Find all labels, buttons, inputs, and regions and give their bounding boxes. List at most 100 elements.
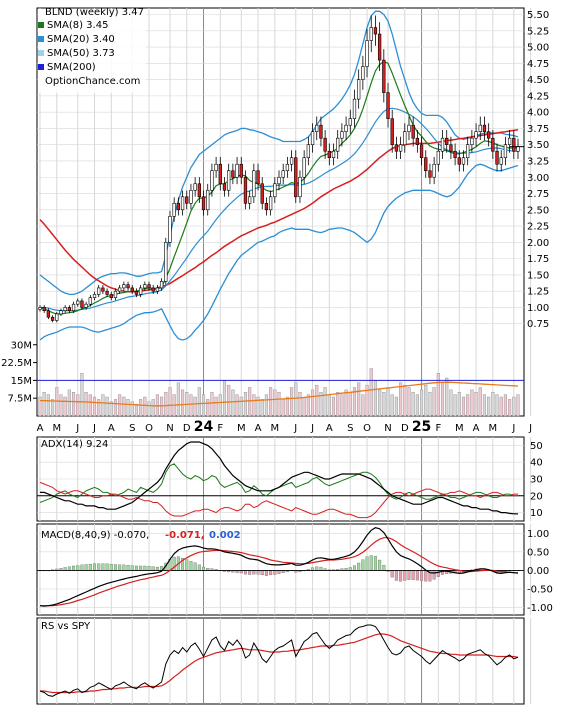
volume-bar — [365, 384, 369, 417]
volume-bar — [210, 392, 214, 417]
candle-body — [336, 137, 340, 152]
candle-body — [180, 196, 185, 211]
macd-histogram-bar — [248, 570, 252, 575]
macd-histogram-bar — [365, 556, 369, 571]
candle-body — [122, 284, 126, 289]
volume-bar — [67, 389, 71, 417]
macd-histogram-bar — [185, 559, 189, 571]
macd-histogram-bar — [97, 563, 101, 571]
x-tick-label: A — [108, 423, 115, 434]
volume-bar — [491, 392, 495, 417]
candle-body — [130, 287, 134, 292]
volume-bar — [248, 387, 252, 417]
price-tick-label: 4.50 — [527, 75, 549, 86]
legend-label-sma20: SMA(20) 3.40 — [47, 34, 115, 45]
candle-body — [386, 92, 390, 119]
candle-body — [172, 202, 176, 217]
volume-bar — [92, 396, 97, 417]
candle-body — [151, 287, 155, 292]
candle-body — [38, 307, 42, 310]
volume-bar — [340, 394, 344, 417]
macd-histogram-bar — [134, 565, 138, 571]
macd-histogram-bar — [67, 566, 71, 571]
volume-bar — [445, 377, 449, 417]
minus-di-line — [39, 481, 518, 519]
volume-bar — [273, 389, 277, 417]
candle-body — [424, 157, 428, 172]
volume-bar — [227, 384, 231, 417]
macd-histogram-bar — [109, 563, 113, 571]
volume-bar — [306, 394, 310, 417]
x-tick-label: M — [489, 423, 498, 434]
candle-body — [495, 150, 499, 165]
rs-line — [39, 624, 519, 697]
volume-bar — [80, 373, 84, 417]
x-tick-label: J — [75, 423, 79, 434]
x-tick-label: M — [237, 423, 246, 434]
candle-body — [365, 40, 369, 67]
macd-histogram-bar — [88, 563, 92, 571]
macd-tick-label: -1.00 — [527, 603, 553, 614]
candle-body — [84, 303, 88, 308]
candle-body — [126, 284, 130, 289]
candle-body — [315, 124, 319, 132]
macd-histogram-bar — [424, 570, 428, 582]
candle-body — [499, 157, 503, 165]
candle-body — [273, 183, 277, 198]
x-tick-label: N — [384, 423, 391, 434]
candle-body — [92, 294, 97, 298]
macd-histogram-bar — [122, 564, 126, 571]
volume-bar — [147, 401, 151, 417]
adx-series — [37, 441, 524, 519]
volume-bar — [290, 387, 294, 417]
volume-bar — [63, 396, 67, 417]
volume-bar — [382, 392, 386, 417]
volume-bar — [239, 396, 243, 417]
price-tick-label: 4.25 — [527, 91, 549, 102]
volume-bar — [214, 396, 218, 417]
macd-histogram-bar — [436, 570, 440, 577]
macd-histogram-bar — [80, 564, 84, 571]
candle-body — [88, 297, 92, 305]
price-tick-label: 5.25 — [527, 26, 549, 37]
volume-bar — [55, 387, 59, 417]
candle-body — [105, 290, 109, 295]
candle-body — [319, 124, 323, 139]
macd-histogram-bar — [361, 559, 365, 571]
legend-source: OptionChance.com — [45, 76, 140, 87]
candle-body — [227, 170, 231, 191]
candle-body — [67, 307, 72, 312]
candle-body — [436, 150, 440, 165]
x-tick-label: N — [166, 423, 173, 434]
candle-body — [71, 303, 76, 312]
volume-bar — [323, 387, 327, 417]
candle-body — [281, 170, 285, 178]
candle-body — [352, 98, 357, 119]
volume-bar — [407, 387, 411, 417]
candle-body — [411, 124, 415, 139]
volume-bar — [319, 392, 323, 417]
volume-bar — [327, 394, 331, 417]
volume-bar — [474, 392, 478, 417]
candle-body — [55, 313, 59, 321]
volume-bar — [130, 401, 134, 417]
legend-swatch-sma200 — [38, 64, 44, 70]
macd-histogram-bar — [155, 566, 159, 571]
candle-body — [159, 281, 164, 289]
macd-histogram-bar — [126, 565, 130, 571]
macd-histogram-bar — [415, 570, 419, 581]
volume-bar — [336, 392, 340, 417]
candle-body — [285, 163, 290, 172]
candle-body — [222, 183, 227, 191]
volume-bar — [285, 396, 289, 417]
x-tick-label: M — [455, 423, 464, 434]
candle-body — [457, 157, 461, 165]
legend-box — [38, 9, 146, 93]
volume-bar — [482, 394, 487, 417]
volume-bar — [118, 394, 122, 417]
volume-bar — [390, 394, 394, 417]
volume-bar — [51, 399, 55, 417]
candle-body — [419, 144, 424, 159]
volume-bar — [331, 396, 336, 417]
